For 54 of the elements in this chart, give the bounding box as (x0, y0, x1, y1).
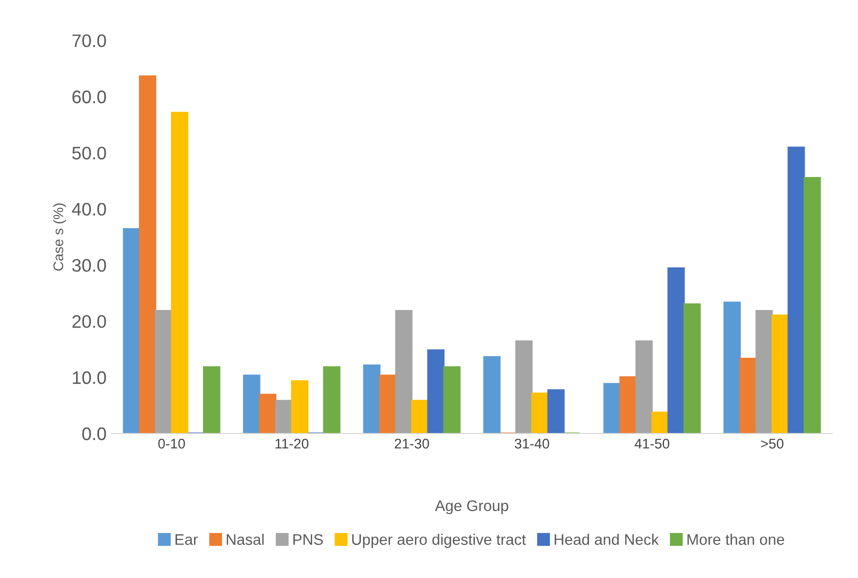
y-tick-label: 60.0 (72, 90, 106, 104)
bar (122, 228, 140, 434)
x-tick-label: >50 (761, 438, 784, 449)
bar (635, 340, 653, 434)
bar (379, 374, 396, 434)
bar (724, 302, 741, 434)
legend-label: Nasal (226, 534, 264, 545)
bar (275, 400, 292, 434)
legend-label: Upper aero digestive tract (352, 534, 526, 548)
bar (547, 389, 565, 434)
x-tick-label: 21-30 (394, 438, 430, 449)
bar (804, 176, 821, 434)
y-tick-label: 50.0 (72, 146, 106, 160)
legend-label: More than one (688, 534, 784, 545)
legend-label: Head and Neck (554, 534, 659, 545)
y-tick-label: 70.0 (72, 34, 106, 48)
y-tick-label: 10.0 (72, 371, 106, 384)
bar (531, 392, 549, 434)
bar (170, 112, 188, 434)
y-tick-label: 30.0 (72, 258, 106, 272)
bar (202, 366, 220, 434)
bar (291, 380, 308, 434)
bar (363, 364, 380, 434)
bar (772, 314, 789, 434)
bar (515, 340, 533, 434)
bar (603, 383, 621, 434)
x-axis-title: Age Group (434, 500, 508, 514)
bar (443, 366, 461, 434)
y-axis-title: Case s (%) (53, 204, 66, 271)
legend-label: Ear (176, 534, 198, 545)
y-tick-label: 20.0 (72, 315, 106, 328)
x-tick-label: 0-10 (158, 438, 185, 449)
bar (427, 349, 445, 434)
bar (619, 376, 637, 434)
x-tick-label: 31-40 (514, 438, 550, 449)
bar (651, 412, 669, 434)
bar (683, 303, 701, 434)
bar (243, 374, 260, 434)
bar (483, 356, 501, 434)
bar (740, 358, 757, 434)
y-tick-label: 40.0 (72, 202, 106, 216)
bar (788, 146, 805, 434)
bar (411, 400, 428, 434)
bar (138, 75, 156, 434)
legend-label: PNS (293, 534, 323, 545)
bar (154, 310, 172, 434)
x-tick-label: 11-20 (276, 438, 308, 449)
bar (667, 267, 685, 434)
y-tick-label: 0.0 (82, 427, 106, 440)
bar (395, 310, 412, 434)
bar (323, 366, 340, 434)
bar (259, 394, 276, 434)
x-tick-label: 41-50 (634, 438, 670, 449)
bar (756, 310, 773, 434)
